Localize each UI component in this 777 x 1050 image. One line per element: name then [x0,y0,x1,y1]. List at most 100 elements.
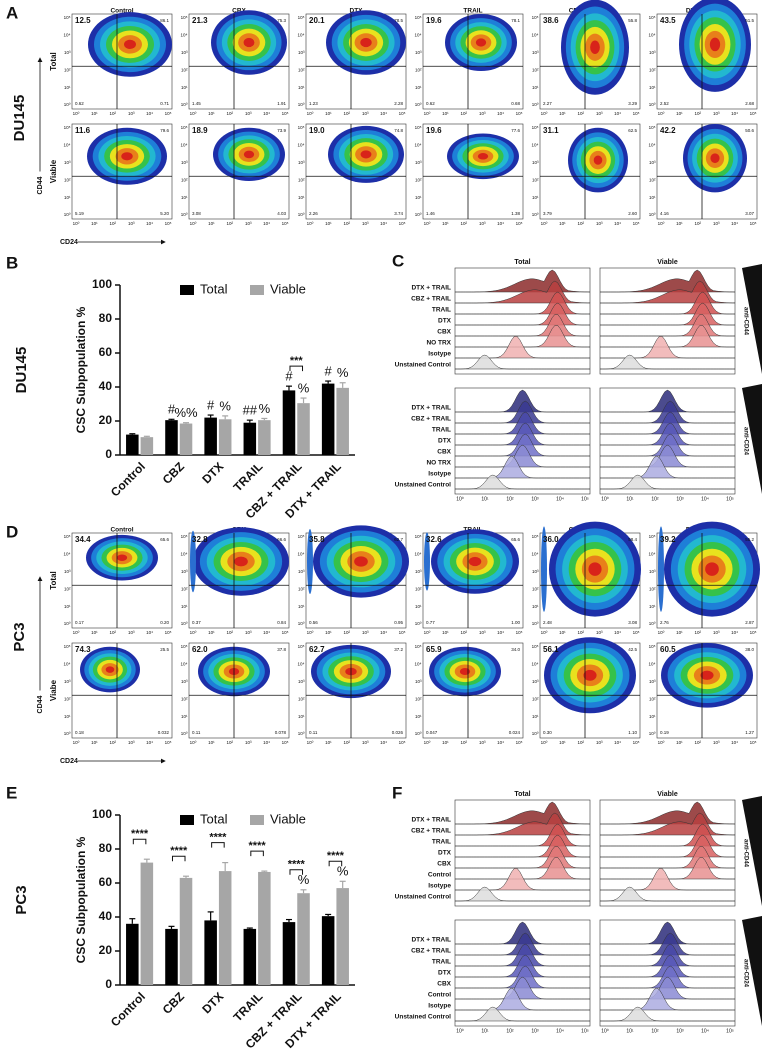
bar [321,383,335,455]
quadrant-value: 65.9 [426,645,442,654]
quadrant-value: 65.6 [160,537,169,542]
quadrant-value: 62.0 [192,645,208,654]
x-tick-label: 10³ [362,630,369,635]
quadrant-value: 19.0 [309,126,325,135]
x-tick-label: 10⁵ [165,111,172,116]
y-tick-label: 10⁵ [415,644,422,649]
x-tick-label: 10³ [479,221,486,226]
y-tick-label: 10⁰ [649,212,656,217]
intensity-wedge [742,264,762,374]
density-contour [121,152,133,161]
bar [243,928,257,985]
x-tick-label: 10¹ [325,111,332,116]
x-tick-label: 10³ [362,111,369,116]
x-tick-label: 10⁴ [556,1028,564,1034]
significance-label: **** [288,859,306,871]
histogram-curve [600,389,735,413]
quadrant-value: 1.10 [628,730,637,735]
histogram-curve [600,868,735,891]
quadrant-value: 50.6 [745,128,754,133]
y-tick-label: 10² [64,177,71,182]
y-tick-label: 10⁵ [64,125,71,130]
row-label: CBX [437,861,451,868]
plot-title: CBX [232,8,246,15]
legend-swatch [250,285,264,295]
histogram-curve [455,354,590,370]
row-label: CBZ + TRAIL [411,828,451,835]
x-tick-label: 10² [344,630,351,635]
y-tick-label: 10⁰ [532,731,539,736]
quadrant-value: 78.5 [394,18,403,23]
y-axis-title: CSC Subpopulation % [74,306,88,433]
y-tick-label: 10⁵ [532,15,539,20]
y-tick-label: 10⁰ [649,621,656,626]
row-label: Control [428,872,451,879]
x-tick-label: 10⁰ [601,1028,609,1034]
x-tick-label: 10³ [245,630,252,635]
quadrant-value: 0.026 [392,730,404,735]
quadrant-value: 32.6 [426,535,442,544]
x-tick-label: 10⁴ [731,740,738,745]
y-tick-label: 10⁴ [64,143,71,148]
y-tick-label: 10³ [415,569,422,574]
x-tick-label: 10⁰ [424,111,431,116]
y-tick-label: 10⁵ [415,125,422,130]
y-tick-label: 10⁰ [532,621,539,626]
x-tick-label: 10⁴ [263,740,270,745]
y-tick-label: 10³ [64,569,71,574]
y-tick-label: 0 [105,447,112,461]
x-tick-label: 10³ [479,740,486,745]
x-tick-label: 10⁴ [497,111,504,116]
x-axis-label: CD24 [60,758,78,765]
y-tick-label: 10⁴ [298,662,305,667]
quadrant-value: 0.024 [509,730,521,735]
y-tick-label: 10⁰ [415,102,422,107]
panel-label: B [6,253,18,272]
y-tick-label: 10⁰ [181,731,188,736]
quadrant-value: 34.4 [75,535,91,544]
y-tick-label: 10² [532,696,539,701]
x-tick-label: 10¹ [559,111,566,116]
x-tick-label: 10⁴ [497,630,504,635]
density-edge [190,530,196,593]
x-tick-label: 10⁰ [541,630,548,635]
y-tick-label: 10³ [181,160,188,165]
x-tick-label: 10¹ [208,111,215,116]
y-tick-label: 10¹ [649,714,656,719]
y-tick-label: 10⁰ [181,621,188,626]
x-tick-label: 10¹ [325,740,332,745]
y-tick-label: 10⁵ [64,644,71,649]
y-tick-label: 10² [181,696,188,701]
quadrant-value: 25.5 [160,647,169,652]
x-tick-label: 10³ [713,111,720,116]
x-tick-label: 10⁴ [146,221,153,226]
quadrant-value: 39.2 [660,535,676,544]
x-tick-label: 10¹ [91,221,98,226]
significance-mark: # [207,397,215,412]
density-contour [590,40,600,55]
y-tick-label: 10² [64,696,71,701]
y-tick-label: 10¹ [181,195,188,200]
bar [297,893,310,985]
histogram-curve [600,336,735,359]
panel-label: E [6,783,17,802]
y-tick-label: 10⁵ [415,534,422,539]
quadrant-value: 21.3 [192,16,208,25]
x-tick-label: 10⁰ [424,740,431,745]
x-tick-label: 10⁴ [380,111,387,116]
significance-mark: % [298,380,310,395]
y-axis-label: CD44 [37,695,44,713]
x-tick-label: 10⁵ [282,630,289,635]
y-tick-label: 10⁴ [298,552,305,557]
x-tick-label: 10³ [128,111,135,116]
quadrant-value: 74.8 [394,128,403,133]
histogram-curve [600,474,735,490]
quadrant-value: 0.37 [192,620,201,625]
x-tick-label: 10⁴ [497,740,504,745]
significance-mark: % [298,872,310,887]
quadrant-value: 3.79 [543,211,552,216]
quadrant-value: 0.20 [160,620,169,625]
x-tick-label: TRAIL [231,989,266,1024]
histogram-curve [600,943,735,967]
x-tick-label: DTX [199,989,226,1016]
